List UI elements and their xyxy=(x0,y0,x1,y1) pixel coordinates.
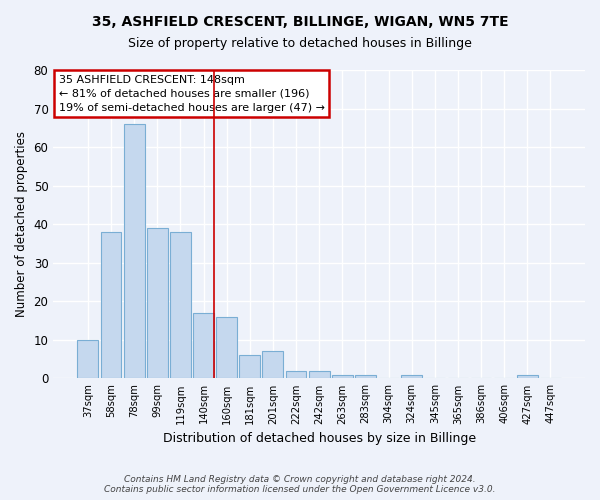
Bar xyxy=(332,374,353,378)
Bar xyxy=(355,374,376,378)
Bar xyxy=(193,313,214,378)
Bar xyxy=(262,352,283,378)
Bar xyxy=(517,374,538,378)
Bar xyxy=(286,370,307,378)
Bar xyxy=(124,124,145,378)
Text: 35 ASHFIELD CRESCENT: 148sqm
← 81% of detached houses are smaller (196)
19% of s: 35 ASHFIELD CRESCENT: 148sqm ← 81% of de… xyxy=(59,74,325,112)
Text: 35, ASHFIELD CRESCENT, BILLINGE, WIGAN, WN5 7TE: 35, ASHFIELD CRESCENT, BILLINGE, WIGAN, … xyxy=(92,15,508,29)
X-axis label: Distribution of detached houses by size in Billinge: Distribution of detached houses by size … xyxy=(163,432,476,445)
Text: Size of property relative to detached houses in Billinge: Size of property relative to detached ho… xyxy=(128,38,472,51)
Bar xyxy=(147,228,167,378)
Bar xyxy=(170,232,191,378)
Bar xyxy=(401,374,422,378)
Bar xyxy=(239,356,260,378)
Bar xyxy=(309,370,329,378)
Text: Contains HM Land Registry data © Crown copyright and database right 2024.
Contai: Contains HM Land Registry data © Crown c… xyxy=(104,474,496,494)
Bar xyxy=(216,316,237,378)
Bar xyxy=(101,232,121,378)
Y-axis label: Number of detached properties: Number of detached properties xyxy=(15,131,28,317)
Bar xyxy=(77,340,98,378)
